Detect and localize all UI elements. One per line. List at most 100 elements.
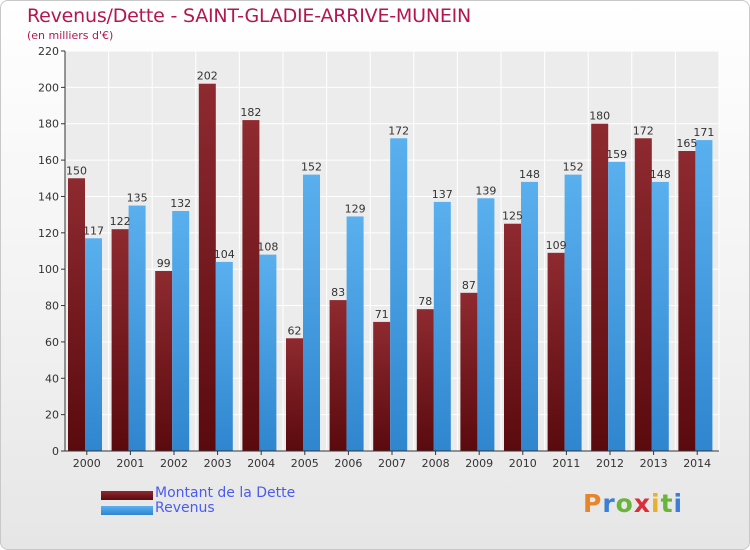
bar-revenue <box>695 140 713 451</box>
bar-revenue <box>346 216 364 451</box>
data-label: 165 <box>676 137 697 150</box>
data-label: 148 <box>650 168 671 181</box>
bar-debt <box>547 252 565 451</box>
data-label: 135 <box>127 192 148 205</box>
bar-revenue <box>608 161 626 451</box>
bar-revenue <box>651 181 669 451</box>
data-label: 202 <box>197 70 218 83</box>
x-tick-label: 2007 <box>378 457 406 470</box>
data-label: 129 <box>345 202 366 215</box>
x-tick-label: 2013 <box>640 457 668 470</box>
bar-revenue <box>172 211 190 451</box>
x-tick-label: 2000 <box>73 457 101 470</box>
brand-letter: t <box>660 489 674 518</box>
brand-letter: P <box>583 489 603 518</box>
brand-letter: x <box>633 489 651 518</box>
bar-debt <box>504 223 521 451</box>
bar-debt <box>460 292 478 451</box>
x-tick-label: 2006 <box>334 457 362 470</box>
y-tick-label: 40 <box>45 372 59 385</box>
data-label: 139 <box>475 184 496 197</box>
bar-debt <box>286 338 303 451</box>
data-label: 78 <box>418 295 432 308</box>
data-label: 137 <box>432 188 453 201</box>
x-tick-label: 2009 <box>465 457 493 470</box>
y-tick-label: 220 <box>38 45 59 58</box>
y-tick-label: 120 <box>38 227 59 240</box>
data-label: 182 <box>240 106 261 119</box>
bar-revenue <box>521 181 538 451</box>
bars-layer <box>68 83 713 452</box>
y-tick-label: 80 <box>45 300 59 313</box>
data-label: 104 <box>214 248 235 261</box>
y-tick-label: 180 <box>38 118 59 131</box>
data-label: 172 <box>633 124 654 137</box>
bar-revenue <box>259 254 277 451</box>
data-label: 180 <box>589 110 610 123</box>
data-label: 132 <box>170 197 191 210</box>
y-tick-label: 100 <box>38 263 59 276</box>
bar-revenue <box>477 198 495 451</box>
chart-title: Revenus/Dette - SAINT-GLADIE-ARRIVE-MUNE… <box>27 5 472 27</box>
bar-debt <box>242 120 260 451</box>
chart-subtitle: (en milliers d'€) <box>27 29 114 42</box>
data-label: 171 <box>693 126 714 139</box>
data-label: 109 <box>546 239 567 252</box>
y-tick-label: 160 <box>38 154 59 167</box>
data-label: 117 <box>83 224 104 237</box>
data-label: 172 <box>388 124 409 137</box>
data-label: 125 <box>502 210 523 223</box>
data-label: 122 <box>110 215 131 228</box>
data-label: 71 <box>375 308 389 321</box>
bar-revenue <box>215 261 233 451</box>
bar-revenue <box>303 174 320 452</box>
y-tick-label: 140 <box>38 190 59 203</box>
bar-revenue <box>128 205 146 451</box>
x-tick-label: 2005 <box>291 457 319 470</box>
y-tick-label: 200 <box>38 81 59 94</box>
bar-revenue <box>390 138 408 452</box>
x-tick-label: 2001 <box>116 457 144 470</box>
brand-logo: Proxiti <box>583 489 683 518</box>
brand-letter: o <box>615 489 634 518</box>
bar-revenue <box>85 238 102 451</box>
bar-debt <box>634 138 652 452</box>
bar-debt <box>591 123 609 452</box>
x-tick-label: 2008 <box>422 457 450 470</box>
data-label: 148 <box>519 168 540 181</box>
data-label: 152 <box>301 161 322 174</box>
brand-letter: i <box>673 489 684 518</box>
bar-debt <box>416 309 434 451</box>
axis-layer: 0 20 40 60 80 100 120 140 160 180 200 220 2000 2001 20… <box>38 45 719 470</box>
x-tick-label: 2010 <box>509 457 537 470</box>
labels-layer: 150 117 122 135 99 132 202 104 182 108 62 152 83 129 7… <box>66 70 714 338</box>
x-tick-label: 2002 <box>160 457 188 470</box>
legend-label-debt: Montant de la Dette <box>155 485 296 501</box>
x-tick-label: 2003 <box>204 457 232 470</box>
x-tick-label: 2014 <box>683 457 711 470</box>
bar-debt <box>68 178 85 452</box>
y-tick-label: 0 <box>52 445 59 458</box>
legend-swatch-revenue <box>101 506 153 515</box>
bar-debt <box>329 300 347 451</box>
data-label: 99 <box>157 257 171 270</box>
data-label: 108 <box>257 241 278 254</box>
bar-debt <box>155 271 173 451</box>
bar-debt <box>373 321 391 451</box>
bar-debt <box>198 83 216 452</box>
data-label: 150 <box>66 164 87 177</box>
data-label: 62 <box>288 324 302 337</box>
x-tick-label: 2004 <box>247 457 275 470</box>
legend-swatch-debt <box>101 491 153 500</box>
data-label: 152 <box>563 161 584 174</box>
bar-debt <box>111 229 129 451</box>
data-label: 83 <box>331 286 345 299</box>
y-tick-label: 20 <box>45 409 59 422</box>
data-label: 159 <box>606 148 627 161</box>
x-tick-label: 2012 <box>596 457 624 470</box>
brand-letter: r <box>602 489 616 518</box>
y-tick-label: 60 <box>45 336 59 349</box>
bar-revenue <box>564 174 582 452</box>
